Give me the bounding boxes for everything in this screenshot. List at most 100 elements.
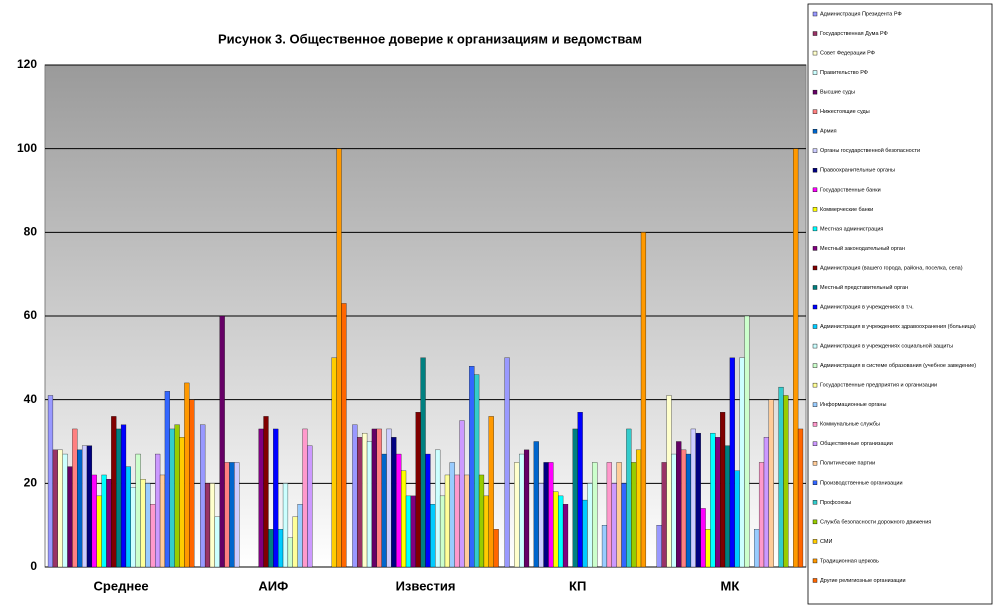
bar [268,529,274,568]
bar [478,474,485,568]
bar [47,395,54,568]
bar [797,428,804,568]
bar [234,462,240,568]
bar [91,474,97,568]
bar [204,483,211,568]
legend-swatch [812,402,818,407]
bar [474,374,480,568]
bar [200,424,206,568]
bar [606,462,612,568]
bar [229,462,235,568]
bar [420,357,426,568]
legend-swatch [812,578,818,583]
bar [410,495,416,568]
bar [640,232,647,568]
legend-swatch [812,343,818,349]
bar [302,428,308,568]
legend-swatch [812,168,818,173]
legend-label: Государственные предприятия и организаци… [820,383,937,389]
bar [514,462,520,568]
bar [336,148,342,568]
bar [493,529,499,568]
bar [258,428,264,568]
bar [778,386,784,568]
legend-swatch [812,539,818,544]
bar [101,474,107,568]
bar [159,474,166,568]
legend-swatch [812,363,818,368]
bar [729,357,735,568]
bar [444,474,451,568]
bar [273,428,279,568]
bar [381,453,387,568]
bar [282,483,289,568]
bar [504,357,510,568]
legend-swatch [812,226,818,232]
legend-swatch [812,50,818,56]
legend-label: Государственные банки [820,187,881,193]
legend-label: Правительство РФ [820,70,868,76]
bar [164,391,170,568]
bar [62,453,68,568]
legend-swatch [812,461,818,466]
bar [396,453,402,568]
legend-label: Местный представительный орган [820,284,908,291]
bar [125,466,131,568]
bar [690,428,696,568]
bar [184,382,190,568]
bar [366,441,373,568]
x-tick-label: Среднее [94,578,149,593]
bar [96,495,102,568]
legend-label: Местная администрация [820,226,883,232]
x-tick-label: Известия [396,578,456,593]
bar [120,424,127,568]
legend-label: Нижестоящие суды [820,109,870,115]
bar [224,462,230,568]
legend-swatch [812,422,818,427]
bar [449,462,455,568]
legend-label: СМИ [820,539,832,545]
bar [577,412,583,568]
y-tick-label: 40 [24,392,38,406]
bar [469,366,475,568]
bar [488,416,494,568]
bar [357,437,363,568]
bar [415,412,421,568]
legend-swatch [812,207,818,212]
legend-label: Другие религиозные организации [820,578,906,584]
legend-label: Местный законодательный орган [820,245,905,252]
legend-items: Администрация Президента РФ Государственн… [812,11,976,584]
bar [685,453,692,568]
bar [81,445,88,568]
bar [439,495,446,568]
chart-title: Рисунок 3. Общественное доверие к органи… [218,31,642,46]
bar [111,416,117,568]
legend-label: Служба безопасности дорожного движения [820,519,931,525]
bar [616,462,622,568]
legend-swatch [812,246,818,251]
bar [430,504,436,568]
bar [715,437,721,568]
legend-label: Профсоюзы [820,500,851,506]
legend-swatch [812,187,818,193]
x-tick-label: АИФ [258,578,288,593]
bar [754,529,760,568]
legend-label: Совет Федерации РФ [820,51,875,57]
bar [671,453,677,568]
bar [341,303,347,568]
bar [150,504,156,568]
bar [483,495,489,568]
bar [116,428,122,568]
bar [140,478,146,568]
legend-swatch [812,304,818,310]
y-tick-label: 120 [17,57,37,71]
legend-label: Администрация в учреждениях в т.ч. [820,304,914,310]
bar [362,432,368,568]
legend-label: Государственная Дума РФ [820,31,888,37]
bar [553,491,559,568]
bar [189,399,195,568]
bar [656,525,662,568]
bar [278,529,284,568]
bar [676,441,682,568]
y-tick-label: 100 [17,141,37,155]
